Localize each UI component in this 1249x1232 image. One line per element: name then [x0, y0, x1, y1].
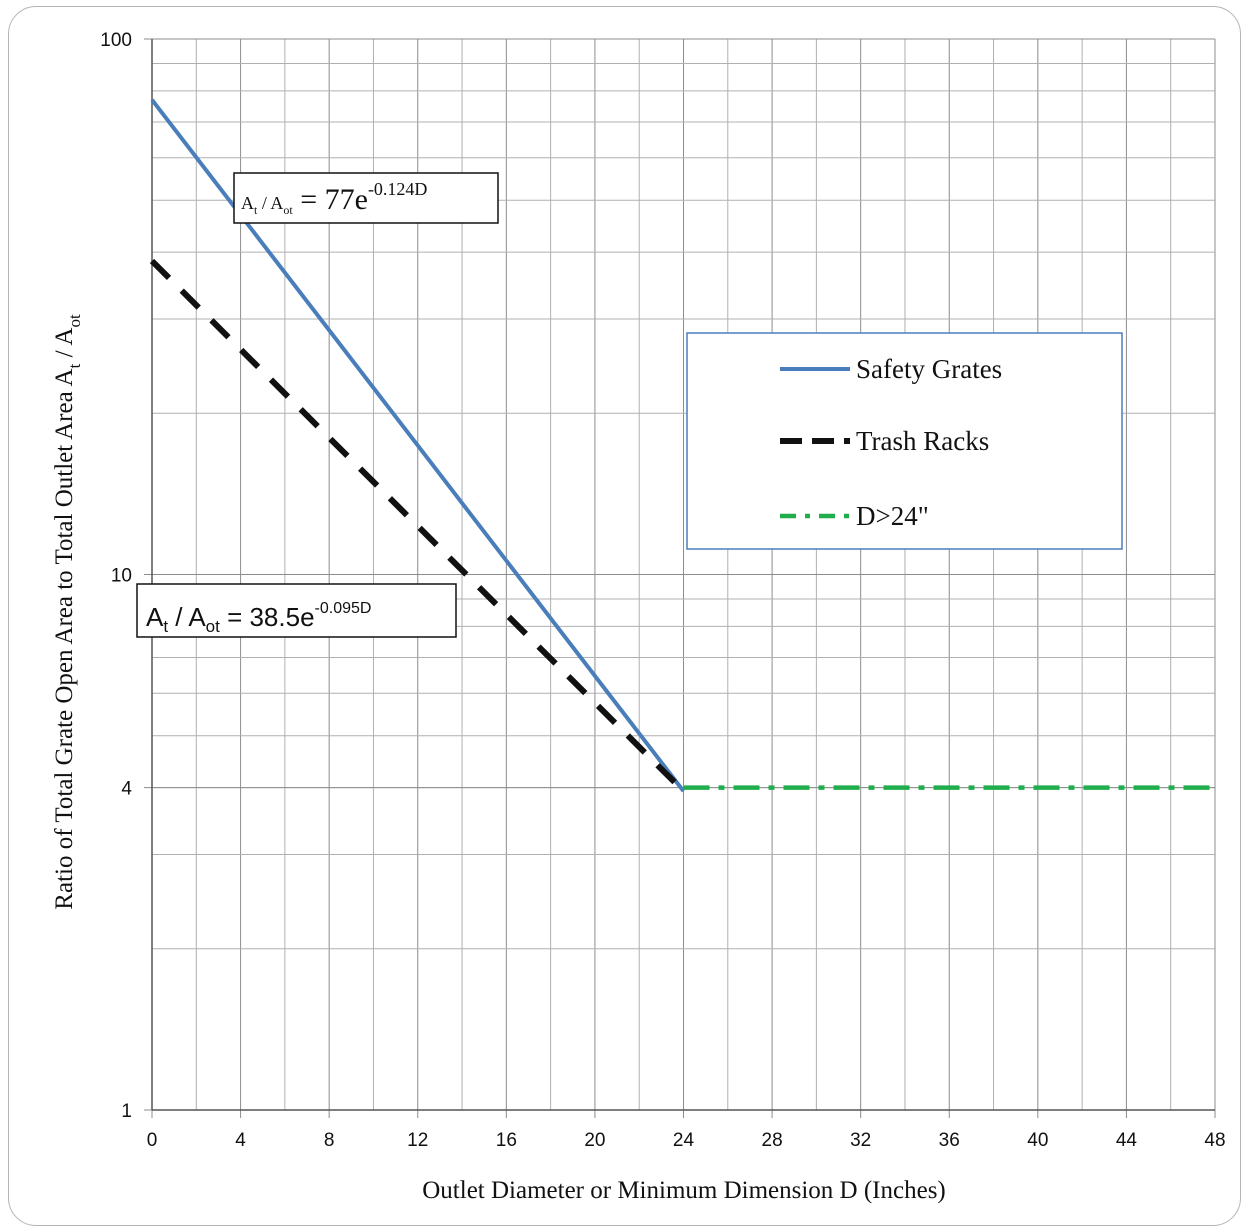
x-tick-label: 40	[1027, 1130, 1048, 1151]
safety-grates-equation: At / Aot = 77e-0.124D	[241, 179, 427, 217]
y-tick-label: 4	[121, 779, 132, 800]
legend: Safety Grates Trash Racks D>24"	[686, 332, 1123, 550]
legend-label-d-over-24: D>24"	[856, 501, 929, 531]
x-tick-label: 32	[850, 1130, 871, 1151]
x-tick-label: 4	[235, 1130, 246, 1151]
x-tick-label: 8	[324, 1130, 335, 1151]
x-tick-label: 20	[584, 1130, 605, 1151]
y-tick-label: 10	[111, 566, 132, 587]
x-tick-label: 48	[1204, 1130, 1225, 1151]
y-tick-label: 100	[100, 30, 132, 51]
x-tick-label: 36	[939, 1130, 960, 1151]
grid	[144, 38, 1216, 1118]
x-tick-label: 44	[1116, 1130, 1138, 1151]
x-tick-label: 16	[496, 1130, 517, 1151]
trash-racks-equation-box: At / Aot = 38.5e-0.095D	[136, 583, 457, 638]
y-axis-label: Ratio of Total Grate Open Area to Total …	[51, 314, 84, 910]
x-axis-label: Outlet Diameter or Minimum Dimension D (…	[422, 1177, 946, 1204]
legend-label-safety-grates: Safety Grates	[856, 354, 1002, 384]
x-tick-label: 0	[147, 1130, 158, 1151]
legend-label-trash-racks: Trash Racks	[856, 426, 989, 456]
trash-racks-equation: At / Aot = 38.5e-0.095D	[146, 600, 371, 636]
safety-grates-equation-box: At / Aot = 77e-0.124D	[233, 172, 499, 224]
x-tick-label: 12	[407, 1130, 428, 1151]
x-tick-label: 24	[673, 1130, 695, 1151]
y-tick-label: 1	[121, 1101, 132, 1122]
x-tick-label: 28	[762, 1130, 783, 1151]
